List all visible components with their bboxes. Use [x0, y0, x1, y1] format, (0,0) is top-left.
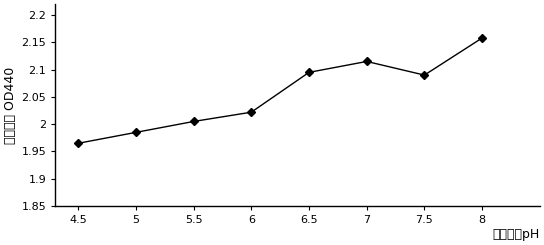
X-axis label: 培养基质pH: 培养基质pH	[492, 228, 540, 241]
Y-axis label: 吸光度值 OD440: 吸光度值 OD440	[4, 66, 17, 144]
